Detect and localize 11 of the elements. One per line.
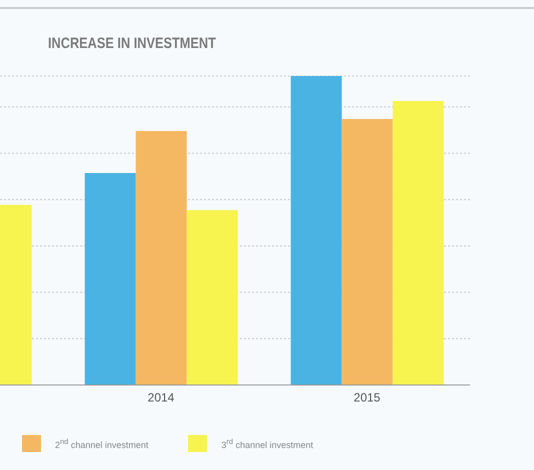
- chart-title: INCREASE IN INVESTMENT: [48, 35, 216, 52]
- bar: [136, 131, 187, 385]
- bar: [84, 173, 136, 385]
- x-tick-label: 2015: [354, 390, 381, 405]
- bar: [342, 118, 393, 385]
- legend-label: 3$^{rd}$ channel investment: [221, 437, 314, 450]
- x-tick-label: 2014: [148, 390, 175, 405]
- bar: [290, 76, 342, 385]
- bar: [186, 210, 238, 385]
- bar: [392, 101, 444, 385]
- legend-label: 2$^{nd}$ channel investment: [55, 437, 148, 450]
